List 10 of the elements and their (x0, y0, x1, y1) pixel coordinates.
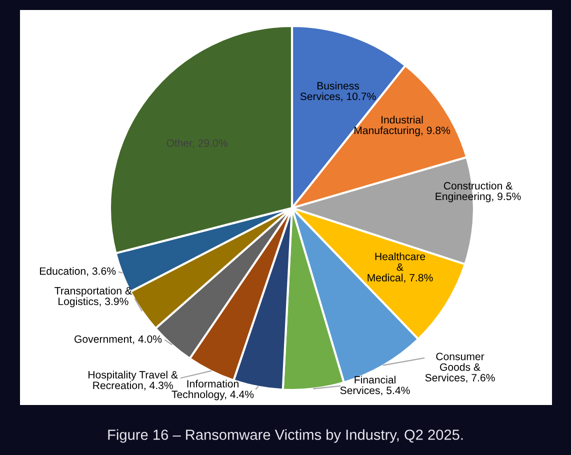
slice-label: Business Services, 10.7% (300, 82, 376, 102)
slice-label: Government, 4.0% (74, 335, 162, 344)
slice-label: Construction & Engineering, 9.5% (436, 182, 521, 202)
slice-label: Education, 3.6% (40, 267, 116, 276)
slice-label: Industrial Manufacturing, 9.8% (354, 116, 450, 136)
slice-label: Financial Services, 5.4% (340, 376, 410, 396)
text: Figure 16 – Ransomware Victims by Industry, Q2 2025. (108, 429, 463, 443)
slice-label: Healthcare & Medical, 7.8% (368, 252, 433, 283)
slice-label: Consumer Goods & Services, 7.6% (425, 352, 495, 383)
slice-label: Transportation & Logistics, 3.9% (54, 286, 132, 308)
